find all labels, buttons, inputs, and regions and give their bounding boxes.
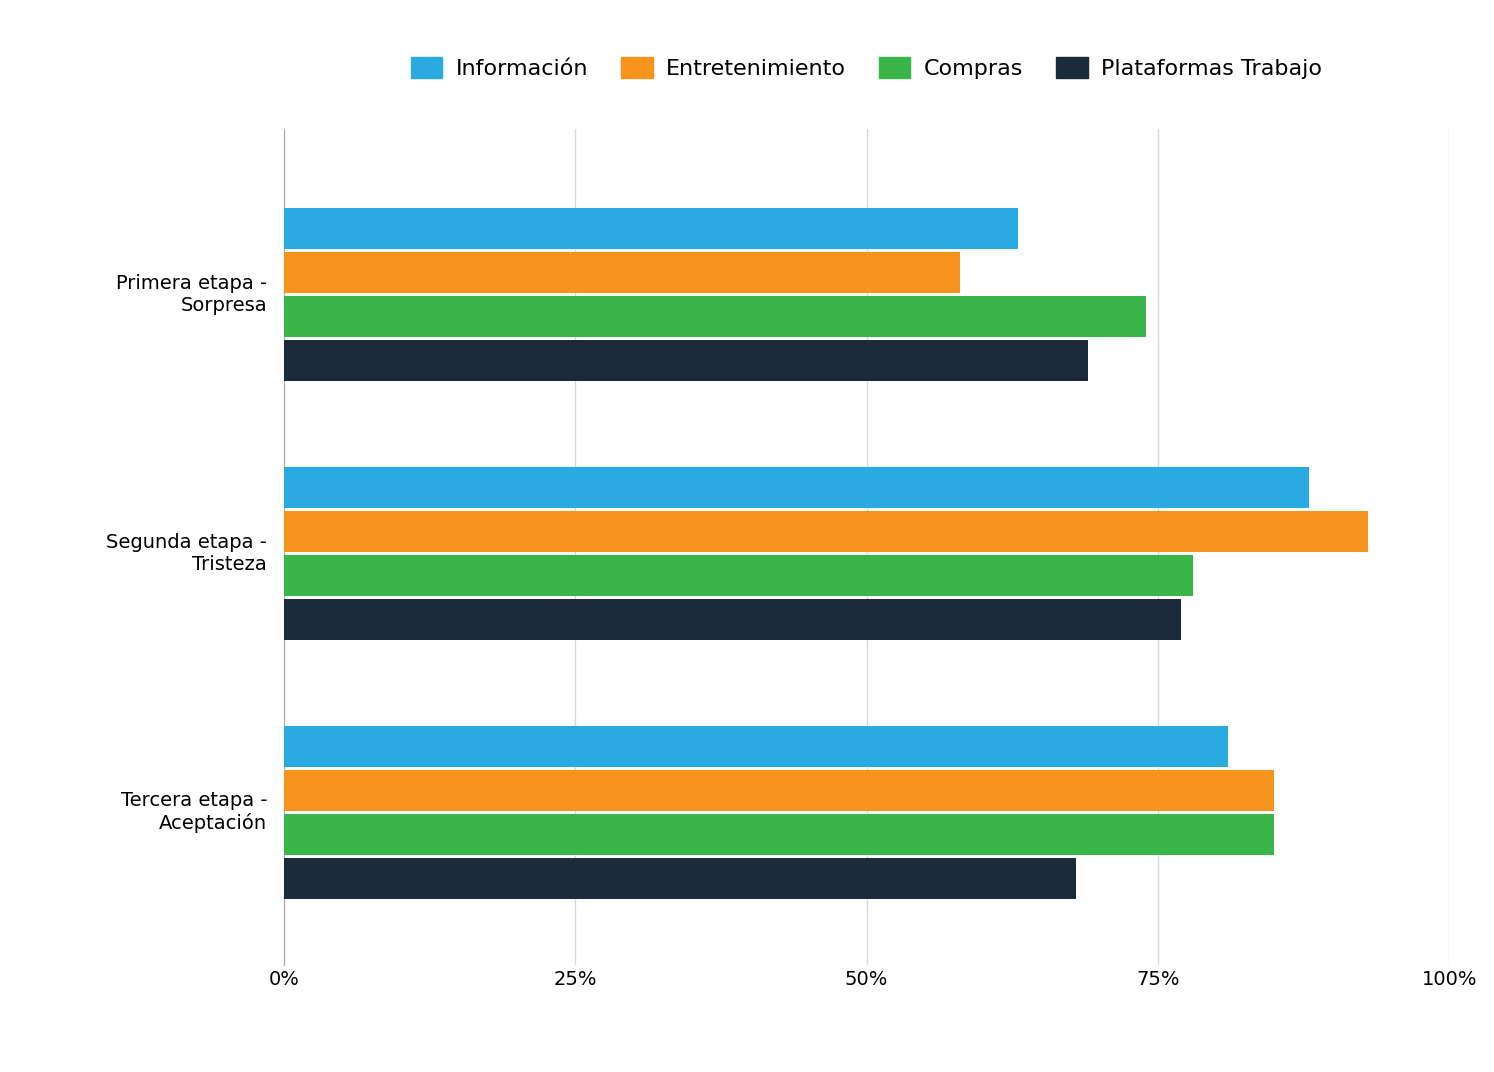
- Bar: [284, 252, 959, 293]
- Bar: [284, 296, 1146, 337]
- Bar: [284, 858, 1076, 898]
- Bar: [284, 208, 1017, 249]
- Bar: [284, 770, 1274, 810]
- Bar: [284, 466, 1309, 508]
- Bar: [284, 726, 1228, 766]
- Legend: Información, Entretenimiento, Compras, Plataformas Trabajo: Información, Entretenimiento, Compras, P…: [402, 48, 1331, 88]
- Bar: [284, 599, 1182, 640]
- Bar: [284, 554, 1192, 596]
- Bar: [284, 340, 1088, 381]
- Bar: [284, 510, 1367, 552]
- Bar: [284, 814, 1274, 854]
